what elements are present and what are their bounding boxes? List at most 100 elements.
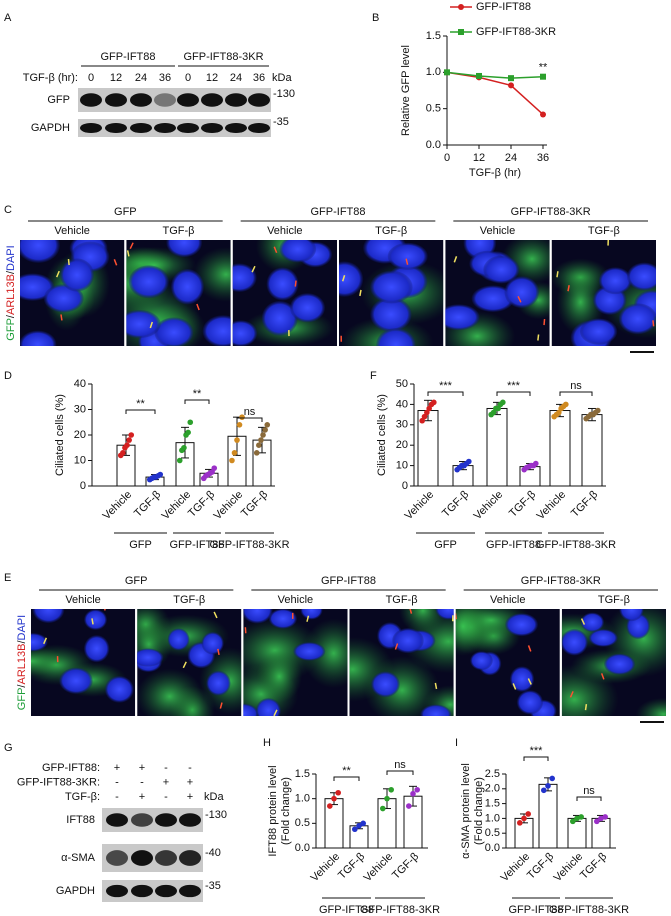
- cilium: [56, 270, 60, 278]
- significance-bracket: [523, 756, 549, 761]
- stain-part: DAPI: [16, 615, 28, 641]
- nucleus: [201, 631, 224, 655]
- x-tick-label: TGF-β: [239, 489, 270, 520]
- cilium: [527, 645, 532, 652]
- blot-g-band: [106, 850, 128, 866]
- nucleus: [376, 327, 416, 346]
- data-point: [533, 460, 539, 467]
- lane-label: 12: [206, 72, 218, 84]
- cilium: [341, 275, 346, 282]
- cilium: [113, 259, 118, 266]
- nucleus: [128, 265, 169, 299]
- condition-label: TGF-β:: [65, 791, 100, 803]
- data-point: [185, 429, 191, 436]
- stain-label: GFP/ARL13B/DAPI: [16, 615, 28, 710]
- blot-g-band: [179, 850, 201, 866]
- point: [476, 72, 482, 79]
- lane-label: 24: [230, 72, 242, 84]
- data-point: [426, 405, 432, 412]
- cilium: [580, 618, 586, 625]
- data-point: [327, 803, 333, 809]
- y-tick-label: 0.5: [426, 103, 441, 115]
- micrograph-content: [445, 240, 550, 346]
- nucleus: [505, 613, 539, 637]
- nucleus: [588, 629, 618, 647]
- nucleus: [420, 704, 452, 716]
- panel-label: F: [370, 370, 377, 382]
- nucleus: [579, 318, 618, 345]
- significance-bracket: [236, 417, 263, 422]
- y-axis-label: (Fold change): [280, 777, 292, 845]
- data-point: [414, 786, 421, 793]
- condition-label: Vehicle: [490, 594, 525, 606]
- cilium: [294, 280, 297, 287]
- y-tick-label: 20: [74, 429, 86, 441]
- blot-a-band: [225, 122, 247, 134]
- nucleus: [435, 609, 454, 620]
- nucleus: [619, 609, 644, 622]
- blot-a-band: [130, 93, 152, 107]
- nucleus: [300, 609, 323, 620]
- panel-label: A: [4, 12, 12, 24]
- nucleus: [279, 240, 317, 263]
- data-point: [594, 818, 600, 825]
- data-point: [236, 422, 243, 428]
- x-tick-label: TGF-β: [390, 851, 421, 882]
- panel-label: G: [4, 742, 13, 754]
- data-point: [431, 399, 437, 406]
- cilium: [182, 661, 187, 669]
- nucleus: [32, 609, 65, 624]
- point: [540, 73, 546, 80]
- significance-label: ***: [530, 745, 544, 757]
- condition-label: Vehicle: [278, 594, 313, 606]
- micrograph-content: [243, 609, 348, 716]
- nucleus: [293, 642, 326, 661]
- y-tick-label: 1.0: [485, 812, 500, 824]
- y-tick-label: 50: [396, 378, 408, 390]
- cilium: [409, 609, 413, 614]
- data-point: [541, 787, 547, 794]
- blot-a-band: [225, 93, 247, 107]
- micrograph-content: [455, 609, 560, 716]
- significance-label: **: [193, 388, 202, 400]
- y-axis-label: Ciliated cells (%): [54, 394, 66, 476]
- nucleus: [618, 303, 657, 335]
- nucleus: [166, 240, 203, 258]
- data-point: [384, 795, 390, 802]
- nucleus: [243, 609, 273, 624]
- data-point: [181, 444, 187, 451]
- blot-g-band: [131, 850, 153, 866]
- bar: [486, 407, 508, 487]
- blot-g-band: [106, 884, 128, 898]
- data-point: [126, 437, 132, 443]
- x-tick-label: 24: [505, 152, 517, 164]
- lane-label: 0: [185, 72, 191, 84]
- data-point: [128, 432, 135, 438]
- size-marker: -40: [205, 847, 221, 859]
- series-line: [446, 71, 544, 79]
- nucleus: [255, 698, 281, 716]
- nucleus: [504, 276, 540, 309]
- y-tick-label: 10: [74, 454, 86, 466]
- data-point: [525, 811, 531, 817]
- group-label: GFP-IFT88-3KR: [360, 904, 440, 916]
- bar: [538, 783, 558, 849]
- size-marker: -35: [205, 880, 221, 892]
- nucleus: [339, 261, 364, 297]
- blot-a-band: [80, 93, 102, 107]
- nucleus: [598, 267, 632, 295]
- data-point: [253, 450, 260, 456]
- nucleus: [370, 270, 413, 304]
- y-tick-label: 2.5: [485, 768, 500, 780]
- group-label: GFP: [125, 575, 148, 587]
- stain-part: /: [16, 640, 28, 644]
- nucleus: [167, 628, 190, 651]
- y-tick-label: 0: [80, 480, 86, 492]
- data-point: [424, 409, 430, 416]
- x-tick-label: 12: [473, 152, 485, 164]
- data-point: [549, 775, 555, 782]
- y-tick-label: 0.5: [485, 827, 500, 839]
- micrograph: [20, 240, 125, 346]
- micrograph-content: [339, 240, 444, 346]
- cilium: [567, 285, 570, 292]
